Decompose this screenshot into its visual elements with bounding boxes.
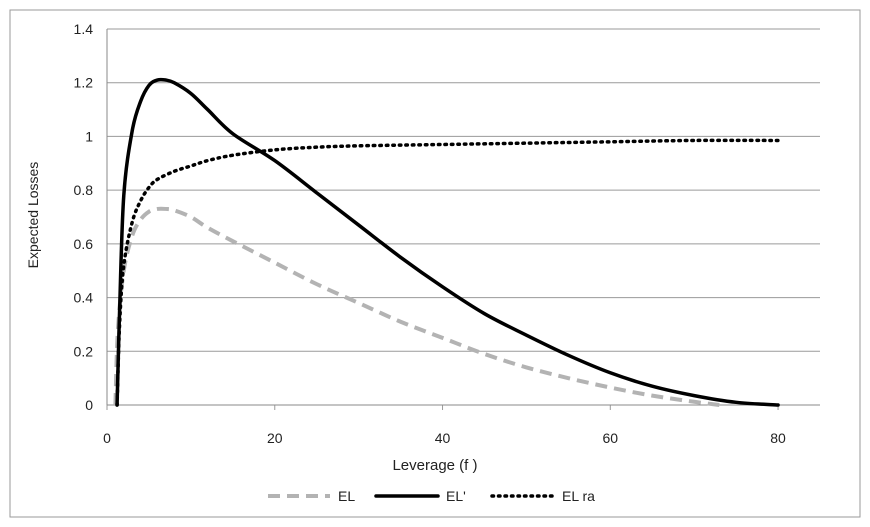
series-line-el — [113, 206, 720, 407]
x-tick-label: 40 — [435, 430, 451, 446]
x-axis-label: Leverage (f ) — [392, 457, 477, 474]
y-tick-label: 0.6 — [74, 236, 94, 252]
y-tick-label: 0.8 — [74, 182, 94, 198]
x-tick-label: 60 — [603, 430, 619, 446]
series-line-el-ra — [115, 138, 780, 407]
y-tick-label: 0.2 — [74, 343, 94, 359]
y-axis-label: Expected Losses — [25, 162, 41, 269]
series-lines — [113, 77, 780, 407]
x-tick-label: 0 — [103, 430, 111, 446]
y-tick-label: 1.2 — [74, 75, 94, 91]
legend-label: EL' — [446, 488, 466, 504]
y-tick-label: 0 — [85, 397, 93, 413]
grid-lines — [107, 28, 820, 352]
chart-frame — [9, 9, 861, 518]
y-tick-label: 1 — [85, 128, 93, 144]
axes — [106, 29, 820, 410]
legend-label: EL ra — [562, 488, 595, 504]
legend: EL EL' EL ra — [268, 488, 595, 504]
x-tick-label: 80 — [770, 430, 786, 446]
series-line-el-prime — [115, 77, 780, 407]
tick-labels: 0 0.2 0.4 0.6 0.8 1 1.2 1.4 0 20 40 60 80 — [74, 21, 787, 446]
x-tick-label: 20 — [267, 430, 283, 446]
legend-label: EL — [338, 488, 355, 504]
y-tick-label: 0.4 — [74, 290, 94, 306]
y-tick-label: 1.4 — [74, 21, 94, 37]
